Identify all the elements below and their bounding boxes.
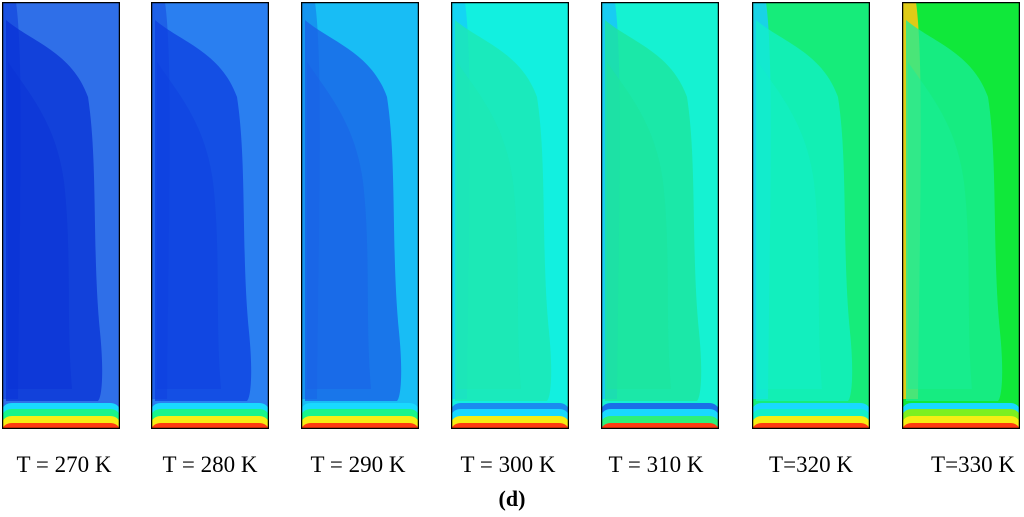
contour-panel (2, 2, 120, 429)
contour-panel (601, 2, 719, 429)
contour-panel (902, 2, 1020, 429)
contour-panel (451, 2, 569, 429)
contour-core-region (157, 62, 221, 389)
contour-panel (301, 2, 419, 429)
contour-plot (902, 2, 1020, 429)
panel-border (301, 2, 419, 429)
contour-bottom-band-4 (2, 423, 120, 429)
panel-caption-290: T = 290 K (310, 452, 406, 477)
panel-caption-320: T=320 K (769, 452, 853, 477)
contour-plot (451, 2, 569, 429)
contour-bottom-band-4 (451, 423, 569, 429)
contour-plot (151, 2, 269, 429)
contour-plot (601, 2, 719, 429)
subfigure-label: (d) (0, 486, 1024, 512)
contour-bottom-band-4 (601, 423, 719, 429)
panel-border (601, 2, 719, 429)
contour-panel (752, 2, 870, 429)
contour-panel (151, 2, 269, 429)
contour-core-region (457, 62, 521, 389)
contour-core-region (607, 62, 671, 389)
panel-border (451, 2, 569, 429)
contour-core-region (8, 62, 72, 389)
panel-caption-280: T = 280 K (162, 452, 258, 477)
panel-caption-330: T=330 K (931, 452, 1015, 477)
subfigure-label-open: ( (498, 486, 506, 511)
panel-caption-300: T = 300 K (460, 452, 556, 477)
contour-plot (2, 2, 120, 429)
contour-core-region (307, 62, 371, 389)
contour-plot (301, 2, 419, 429)
panel-border (151, 2, 269, 429)
contour-core-region (908, 62, 972, 389)
contour-bottom-band-4 (902, 423, 1020, 429)
panel-border (902, 2, 1020, 429)
contour-bottom-band-4 (301, 423, 419, 429)
contour-bottom-band-4 (151, 423, 269, 429)
contour-plot (752, 2, 870, 429)
contour-bottom-band-4 (752, 423, 870, 429)
panel-border (2, 2, 120, 429)
panel-border (752, 2, 870, 429)
panel-caption-270: T = 270 K (16, 452, 112, 477)
panel-caption-310: T = 310 K (608, 452, 704, 477)
subfigure-label-close: ) (518, 486, 526, 511)
contour-core-region (758, 62, 822, 389)
subfigure-label-letter: d (505, 486, 519, 511)
